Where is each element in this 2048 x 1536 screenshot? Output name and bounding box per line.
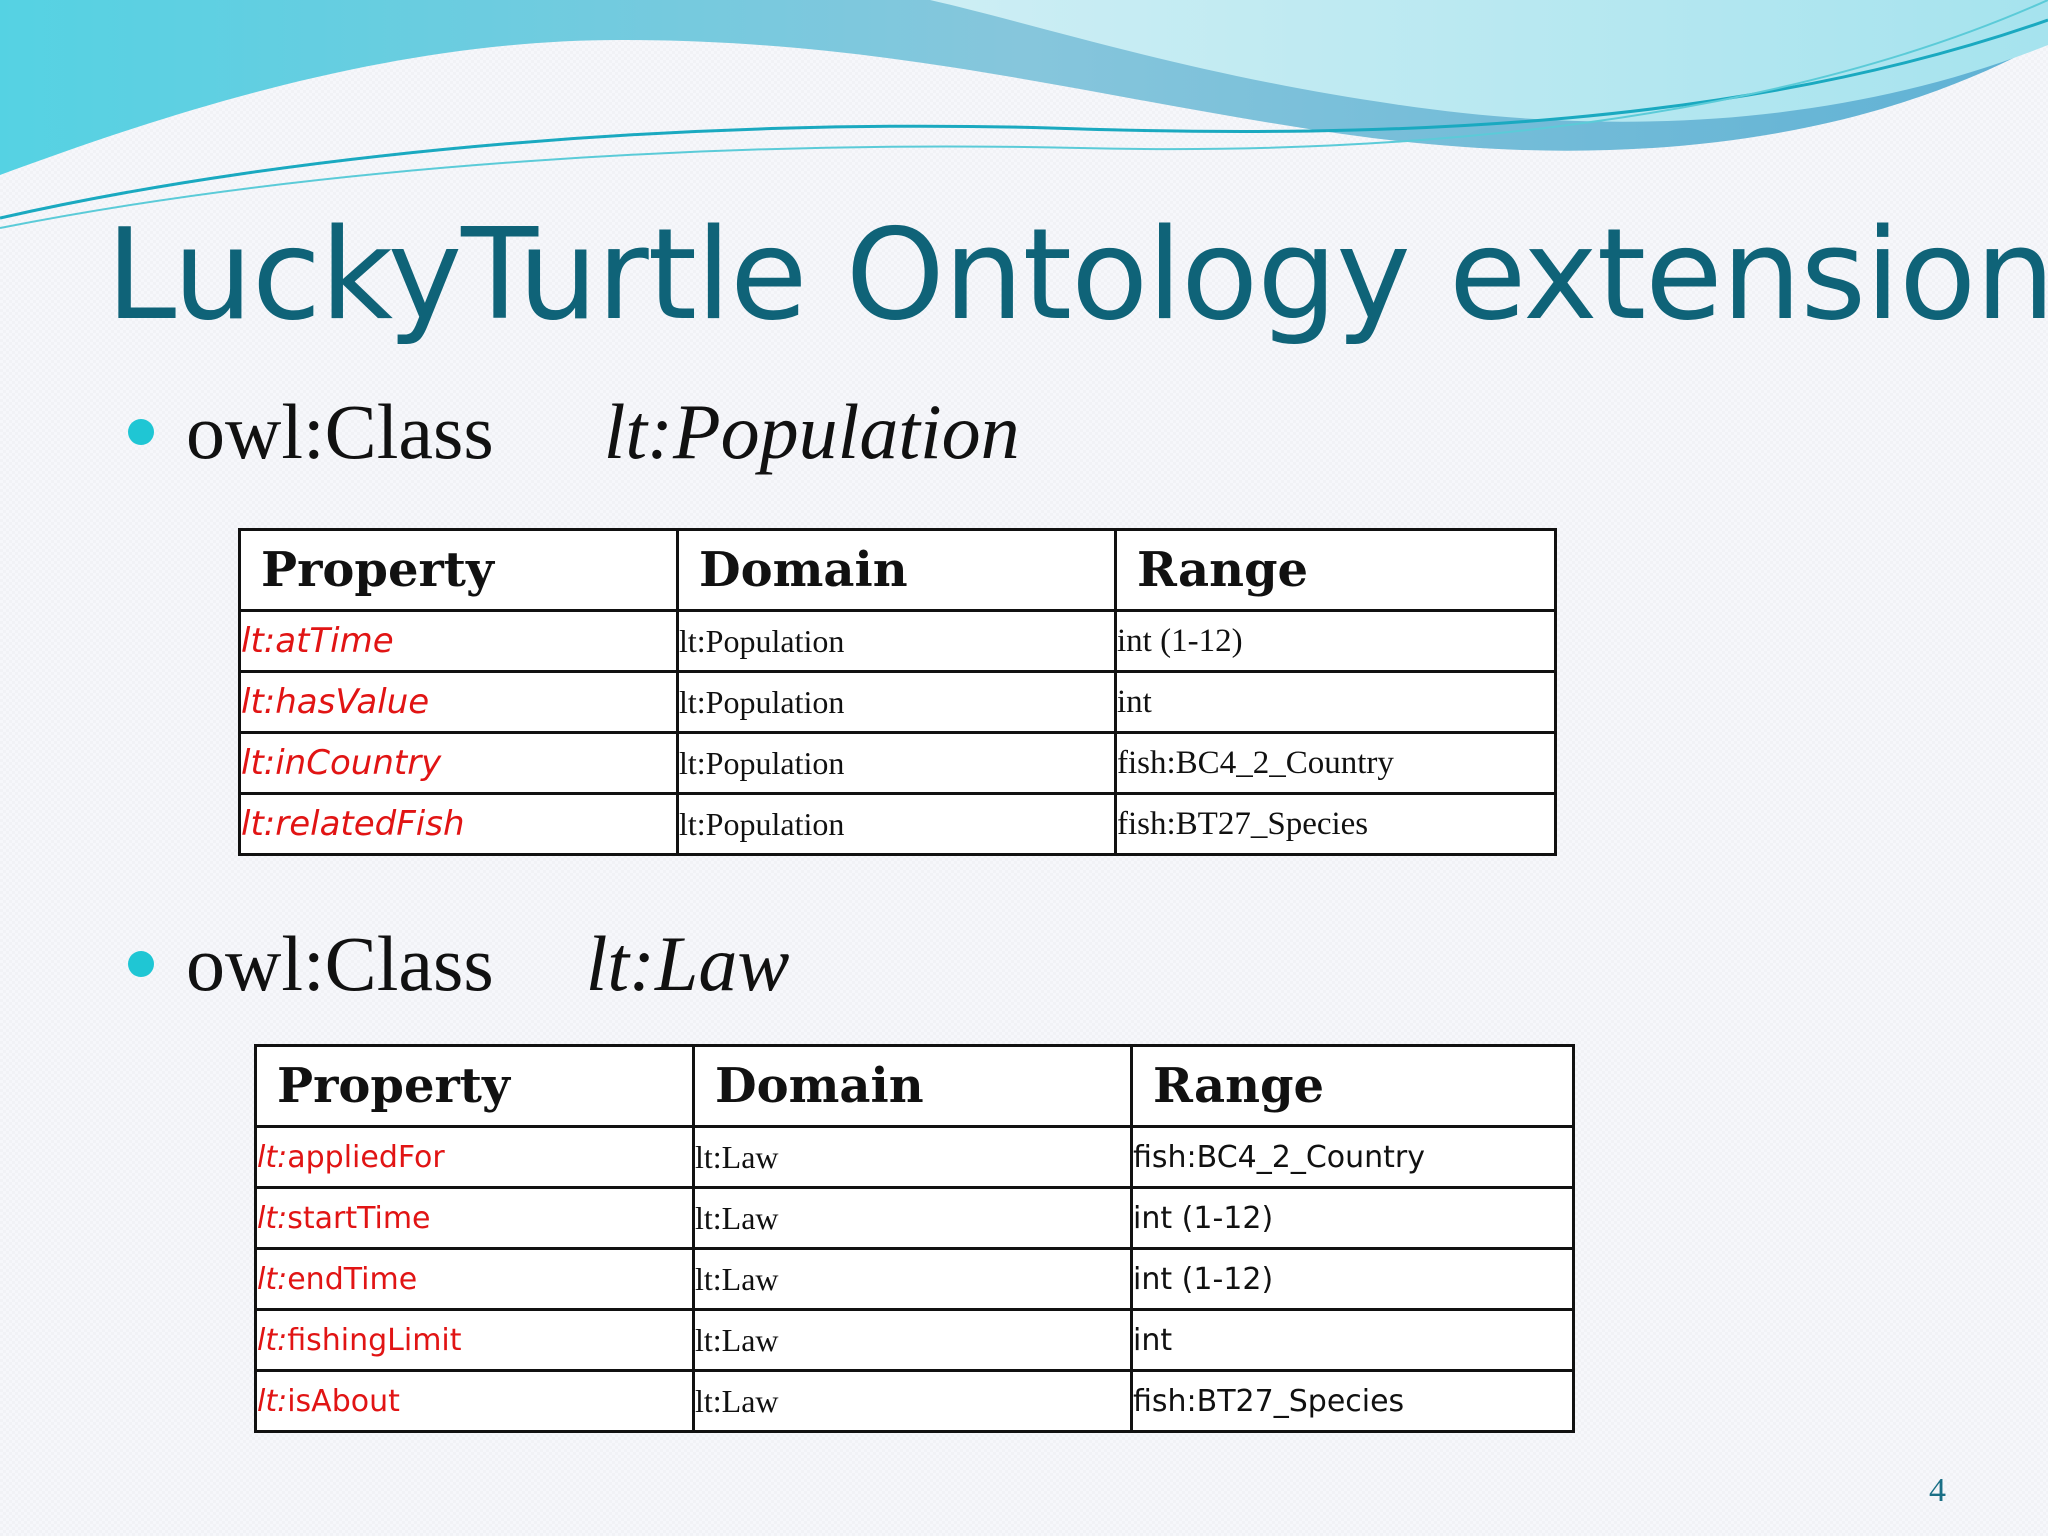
range-cell: int xyxy=(1114,670,1557,734)
table-row: lt:inCountry lt:Population fish:BC4_2_Co… xyxy=(238,731,1557,795)
table-row: lt:relatedFish lt:Population fish:BT27_S… xyxy=(238,792,1557,856)
property-prefix: lt: xyxy=(257,1322,288,1358)
header-property: Property xyxy=(254,1044,695,1128)
property-name: relatedFish xyxy=(275,804,465,844)
table-header-row: Property Domain Range xyxy=(238,528,1557,612)
property-name: startTime xyxy=(287,1200,431,1236)
property-name: appliedFor xyxy=(287,1139,445,1175)
property-prefix: lt: xyxy=(241,621,276,661)
domain-cell: lt:Law xyxy=(692,1369,1133,1433)
header-wave-decoration xyxy=(0,0,2048,229)
property-name: fishingLimit xyxy=(287,1322,462,1358)
class-keyword: owl:Class xyxy=(186,920,494,1007)
table-row: lt:startTime lt:Law int (1-12) xyxy=(254,1186,1575,1250)
range-cell: int (1-12) xyxy=(1130,1186,1575,1250)
header-domain: Domain xyxy=(692,1044,1133,1128)
property-prefix: lt: xyxy=(241,743,276,783)
property-cell: lt:isAbout xyxy=(254,1369,695,1433)
class-name: lt:Population xyxy=(603,388,1020,475)
property-name: atTime xyxy=(275,621,394,661)
domain-cell: lt:Population xyxy=(676,609,1117,673)
table-row: lt:atTime lt:Population int (1-12) xyxy=(238,609,1557,673)
property-name: hasValue xyxy=(275,682,430,722)
table-row: lt:appliedFor lt:Law fish:BC4_2_Country xyxy=(254,1125,1575,1189)
class-name: lt:Law xyxy=(585,920,790,1007)
property-cell: lt:fishingLimit xyxy=(254,1308,695,1372)
header-domain: Domain xyxy=(676,528,1117,612)
table-header-row: Property Domain Range xyxy=(254,1044,1575,1128)
page-number: 4 xyxy=(1929,1472,1946,1509)
domain-cell: lt:Population xyxy=(676,792,1117,856)
property-cell: lt:inCountry xyxy=(238,731,679,795)
population-properties-table: Property Domain Range lt:atTime lt:Popul… xyxy=(238,528,1557,856)
property-cell: lt:hasValue xyxy=(238,670,679,734)
property-cell: lt:appliedFor xyxy=(254,1125,695,1189)
range-cell: fish:BT27_Species xyxy=(1114,792,1557,856)
table-row: lt:hasValue lt:Population int xyxy=(238,670,1557,734)
domain-cell: lt:Law xyxy=(692,1247,1133,1311)
header-property: Property xyxy=(238,528,679,612)
header-range: Range xyxy=(1130,1044,1575,1128)
bullet-dot-icon xyxy=(128,419,154,445)
property-cell: lt:startTime xyxy=(254,1186,695,1250)
property-cell: lt:endTime xyxy=(254,1247,695,1311)
property-prefix: lt: xyxy=(257,1383,288,1419)
property-name: isAbout xyxy=(287,1383,400,1419)
class-bullet-law: owl:Class lt:Law xyxy=(128,914,789,1014)
class-keyword: owl:Class xyxy=(186,388,494,475)
table-row: lt:isAbout lt:Law fish:BT27_Species xyxy=(254,1369,1575,1433)
table-row: lt:endTime lt:Law int (1-12) xyxy=(254,1247,1575,1311)
slide-title: LuckyTurtle Ontology extension xyxy=(106,201,2048,348)
range-cell: int (1-12) xyxy=(1130,1247,1575,1311)
property-name: endTime xyxy=(287,1261,418,1297)
property-prefix: lt: xyxy=(257,1261,288,1297)
domain-cell: lt:Population xyxy=(676,670,1117,734)
domain-cell: lt:Law xyxy=(692,1125,1133,1189)
property-name: inCountry xyxy=(275,743,442,783)
range-cell: fish:BC4_2_Country xyxy=(1114,731,1557,795)
class-bullet-population: owl:Class lt:Population xyxy=(128,382,1020,482)
bullet-dot-icon xyxy=(128,951,154,977)
law-properties-table: Property Domain Range lt:appliedFor lt:L… xyxy=(254,1044,1575,1433)
range-cell: fish:BT27_Species xyxy=(1130,1369,1575,1433)
range-cell: int xyxy=(1130,1308,1575,1372)
domain-cell: lt:Population xyxy=(676,731,1117,795)
property-cell: lt:relatedFish xyxy=(238,792,679,856)
property-prefix: lt: xyxy=(257,1200,288,1236)
range-cell: int (1-12) xyxy=(1114,609,1557,673)
domain-cell: lt:Law xyxy=(692,1186,1133,1250)
domain-cell: lt:Law xyxy=(692,1308,1133,1372)
property-cell: lt:atTime xyxy=(238,609,679,673)
property-prefix: lt: xyxy=(257,1139,288,1175)
header-range: Range xyxy=(1114,528,1557,612)
table-row: lt:fishingLimit lt:Law int xyxy=(254,1308,1575,1372)
range-cell: fish:BC4_2_Country xyxy=(1130,1125,1575,1189)
property-prefix: lt: xyxy=(241,682,276,722)
property-prefix: lt: xyxy=(241,804,276,844)
